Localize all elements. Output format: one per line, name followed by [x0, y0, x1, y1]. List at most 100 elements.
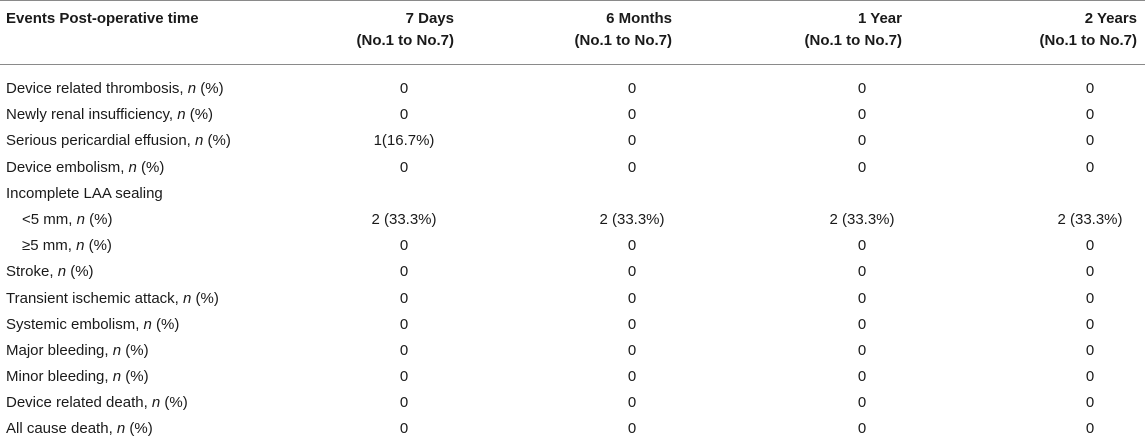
row-label-n: n — [143, 315, 152, 333]
cell-value: 2 (33.3%) — [1057, 210, 1123, 228]
row-label-suffix: (%) — [66, 263, 94, 281]
row-label: Newly renal insufficiency, n (%) — [6, 102, 213, 128]
row-label-n: n — [116, 420, 126, 438]
row-label-suffix: (%) — [160, 394, 188, 412]
row-label-suffix: (%) — [121, 341, 149, 359]
cell-value: 0 — [1085, 132, 1095, 150]
cell-value: 0 — [857, 289, 867, 307]
row-label-suffix: (%) — [84, 237, 112, 255]
cell-value: 0 — [857, 158, 867, 176]
table-row: Systemic embolism, n (%) 0 0 0 0 — [0, 312, 1145, 338]
table-row: <5 mm, n (%) 2 (33.3%) 2 (33.3%) 2 (33.3%) 2… — [0, 207, 1145, 233]
table-row: Serious pericardial effusion, n (%) 1(16.… — [0, 128, 1145, 154]
cell-value: 0 — [857, 80, 867, 97]
row-label-n: n — [112, 368, 122, 386]
cell-value: 0 — [627, 289, 637, 307]
row-label-text: Systemic embolism, — [6, 315, 144, 333]
table-row: Device related death, n (%) 0 0 0 0 — [0, 390, 1145, 416]
cell-value: 0 — [399, 315, 409, 333]
cell-value: 0 — [1085, 80, 1095, 97]
header-label: Events Post-operative time — [6, 10, 199, 27]
cell-value: 1(16.7%) — [373, 132, 435, 150]
row-label-n: n — [112, 341, 122, 359]
cell-value: 0 — [1085, 394, 1095, 412]
row-label-suffix: (%) — [84, 210, 113, 228]
cell-value: 0 — [399, 289, 409, 307]
row-label-n: n — [187, 80, 197, 97]
row-label-text: Incomplete LAA sealing — [6, 184, 163, 202]
cell-value: 0 — [399, 237, 409, 255]
cell-value: 0 — [627, 420, 637, 438]
row-label: Major bleeding, n (%) — [6, 338, 149, 364]
table-row: Incomplete LAA sealing — [0, 181, 1145, 207]
row-label-n: n — [183, 289, 192, 307]
table-body: Device related thrombosis, n (%) 0 0 0 0 Newl… — [0, 76, 1145, 443]
row-label-text: Minor bleeding, — [6, 368, 113, 386]
cell-value: 2 (33.3%) — [599, 210, 665, 228]
cell-value: 0 — [399, 368, 409, 386]
table-row: Newly renal insufficiency, n (%) 0 0 0 0 — [0, 102, 1145, 128]
table-row: Device embolism, n (%) 0 0 0 0 — [0, 155, 1145, 181]
cell-value: 0 — [857, 263, 867, 281]
row-label-suffix: (%) — [191, 289, 219, 307]
row-label-suffix: (%) — [136, 158, 165, 176]
row-label-n: n — [195, 132, 204, 150]
row-label-text: Serious pericardial effusion, — [6, 132, 195, 150]
cell-value: 0 — [1085, 158, 1095, 176]
header-col-1-year: 1 Year (No.1 to No.7) — [804, 10, 903, 49]
cell-value: 0 — [627, 106, 637, 124]
row-label-n: n — [151, 394, 161, 412]
cell-value: 2 (33.3%) — [829, 210, 895, 228]
row-label: Stroke, n (%) — [6, 259, 94, 285]
cell-value: 0 — [857, 132, 867, 150]
row-label-text: Device related thrombosis, — [6, 80, 188, 97]
table-row: Major bleeding, n (%) 0 0 0 0 — [0, 338, 1145, 364]
row-label-text: ≥5 mm, — [22, 237, 77, 255]
cell-value: 0 — [1085, 315, 1095, 333]
header-col-6-months: 6 Months (No.1 to No.7) — [574, 10, 673, 49]
top-rule — [0, 0, 1145, 1]
cell-value: 0 — [857, 368, 867, 386]
cell-value: 0 — [1085, 106, 1095, 124]
table-row: Transient ischemic attack, n (%) 0 0 0 0 — [0, 286, 1145, 312]
cell-value: 0 — [627, 315, 637, 333]
row-label: Device embolism, n (%) — [6, 155, 164, 181]
row-label-suffix: (%) — [203, 132, 231, 150]
cell-value: 0 — [857, 420, 867, 438]
row-label-n: n — [177, 106, 186, 124]
cell-value: 0 — [857, 394, 867, 412]
cell-value: 0 — [399, 263, 409, 281]
row-label: Minor bleeding, n (%) — [6, 364, 149, 390]
row-label: All cause death, n (%) — [6, 416, 153, 442]
table-row: Minor bleeding, n (%) 0 0 0 0 — [0, 364, 1145, 390]
row-label-text: Newly renal insufficiency, — [6, 106, 178, 124]
cell-value: 0 — [1085, 263, 1095, 281]
cell-value: 0 — [399, 106, 409, 124]
row-label: Device related thrombosis, n (%) — [6, 76, 224, 102]
cell-value: 0 — [399, 420, 409, 438]
row-label: ≥5 mm, n (%) — [22, 233, 112, 259]
table-row: Stroke, n (%) 0 0 0 0 — [0, 259, 1145, 285]
table-row: All cause death, n (%) 0 0 0 0 — [0, 416, 1145, 442]
cell-value: 0 — [857, 341, 867, 359]
cell-value: 0 — [1085, 289, 1095, 307]
table-header: Events Post-operative time 7 Days (No.1 … — [0, 8, 1145, 68]
row-label-suffix: (%) — [196, 80, 224, 97]
table-row: ≥5 mm, n (%) 0 0 0 0 — [0, 233, 1145, 259]
cell-value: 0 — [627, 158, 637, 176]
row-label-suffix: (%) — [121, 368, 149, 386]
cell-value: 0 — [627, 263, 637, 281]
cell-value: 0 — [399, 394, 409, 412]
cell-value: 2 (33.3%) — [371, 210, 437, 228]
row-label: <5 mm, n (%) — [22, 207, 112, 233]
row-label-suffix: (%) — [185, 106, 214, 124]
row-label: Transient ischemic attack, n (%) — [6, 286, 219, 312]
cell-value: 0 — [627, 237, 637, 255]
row-label-text: Major bleeding, — [6, 341, 113, 359]
cell-value: 0 — [627, 341, 637, 359]
row-label-text: Device related death, — [6, 394, 152, 412]
cell-value: 0 — [399, 80, 409, 97]
cell-value: 0 — [857, 315, 867, 333]
row-label-text: <5 mm, — [22, 210, 77, 228]
